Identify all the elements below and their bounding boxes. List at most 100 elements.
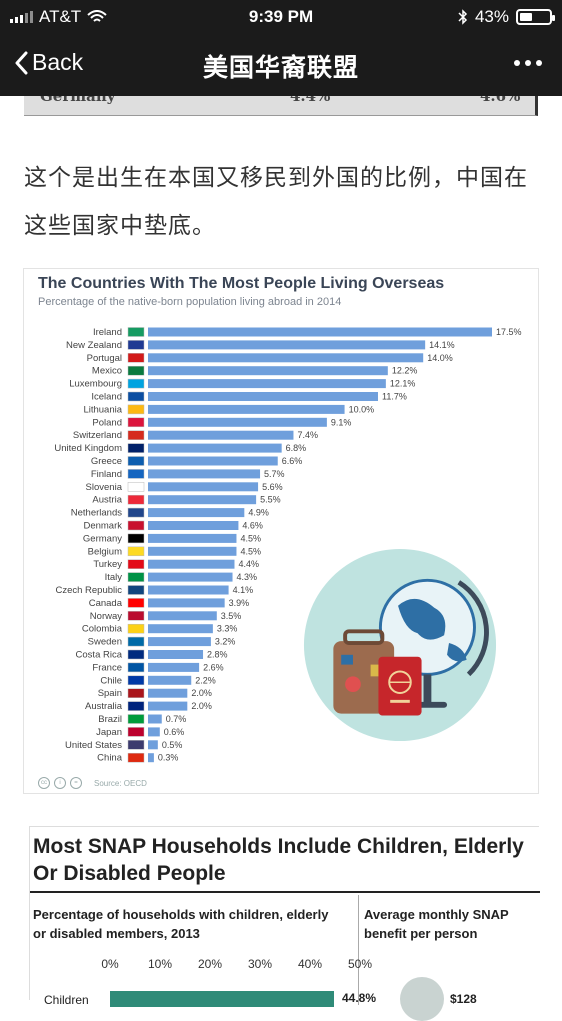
value-label-11: 5.7% — [264, 469, 285, 479]
flag-icon-16 — [127, 533, 145, 544]
flag-icon-29 — [127, 701, 145, 711]
flag-icon-4 — [127, 378, 145, 389]
flag-icon-11 — [127, 469, 145, 479]
wifi-icon — [87, 10, 107, 22]
category-label-24: Sweden — [88, 637, 122, 648]
bar-7 — [148, 417, 327, 427]
value-label-2: 14.0% — [427, 353, 453, 363]
snap-axis-ticks: 0% 10% 20% 30% 40% 50% — [100, 957, 372, 977]
bar-10 — [148, 456, 278, 466]
previous-table-fragment: Germany 4.4% 4.6% — [24, 96, 538, 116]
flag-icon-17 — [127, 546, 145, 557]
bar-4 — [148, 379, 386, 389]
flag-icon-21 — [127, 598, 145, 608]
bar-26 — [148, 662, 200, 672]
tick-label-1: 10% — [147, 957, 173, 971]
flag-icon-12 — [127, 482, 145, 492]
bar-32 — [148, 740, 158, 750]
back-label: Back — [32, 49, 84, 75]
category-label-18: Turkey — [93, 559, 122, 570]
bar-8 — [148, 430, 294, 440]
value-label-17: 4.5% — [240, 546, 261, 556]
category-label-26: France — [92, 662, 122, 673]
category-label-30: Brazil — [98, 714, 122, 725]
bar-16 — [148, 533, 237, 543]
category-label-28: Spain — [98, 688, 122, 699]
prev-row-country: Germany — [40, 96, 116, 105]
bar-11 — [148, 469, 261, 479]
back-button[interactable]: Back — [14, 49, 83, 76]
households-label: Percentage of households with children, … — [33, 907, 329, 941]
panel-divider — [358, 895, 359, 1005]
value-label-7: 9.1% — [331, 417, 352, 427]
flag-icon-10 — [127, 456, 145, 466]
category-label-25: Costa Rica — [76, 650, 123, 661]
tick-label-3: 30% — [247, 957, 273, 971]
attribution-icon: i — [54, 777, 66, 789]
value-label-32: 0.5% — [162, 740, 183, 750]
overseas-bar-chart: Ireland 17.5% New Zealand 14.1% Portugal 14.0… — [54, 327, 522, 764]
flag-icon-33 — [127, 752, 145, 763]
status-bar: AT&T 9:39 PM 43% — [0, 0, 562, 32]
battery-icon — [516, 9, 555, 25]
flag-icon-25 — [127, 649, 145, 660]
bar-13 — [148, 495, 257, 505]
category-label-32: United States — [65, 740, 122, 751]
children-bar-label: Children — [44, 993, 89, 1007]
bar-9 — [148, 443, 282, 453]
bar-6 — [148, 404, 345, 414]
value-label-10: 6.6% — [282, 456, 303, 466]
value-label-14: 4.9% — [248, 508, 269, 518]
chevron-left-icon — [15, 51, 28, 74]
category-label-10: Greece — [91, 456, 122, 467]
category-label-29: Australia — [85, 701, 123, 712]
category-label-12: Slovenia — [86, 482, 123, 493]
value-label-8: 7.4% — [297, 430, 318, 440]
flag-icon-15 — [127, 520, 145, 531]
tick-label-5: 50% — [347, 957, 373, 971]
flag-icon-0 — [127, 327, 145, 337]
flag-icon-7 — [127, 417, 145, 428]
flag-icon-13 — [127, 494, 145, 505]
value-label-26: 2.6% — [203, 662, 224, 672]
value-label-30: 0.7% — [166, 714, 187, 724]
category-label-6: Lithuania — [83, 404, 122, 415]
flag-icon-6 — [127, 404, 145, 415]
bar-30 — [148, 714, 162, 724]
chart-subtitle: Percentage of the native-born population… — [38, 296, 342, 308]
value-label-22: 3.5% — [221, 611, 242, 621]
category-label-17: Belgium — [88, 546, 122, 557]
category-label-19: Italy — [105, 572, 123, 583]
value-label-1: 14.1% — [429, 340, 455, 350]
more-dots-icon[interactable] — [514, 60, 542, 66]
flag-icon-28 — [127, 688, 145, 698]
chart-title: The Countries With The Most People Livin… — [38, 275, 445, 292]
value-label-16: 4.5% — [240, 533, 261, 543]
benefit-circle — [400, 977, 444, 1021]
value-label-20: 4.1% — [233, 585, 254, 595]
bar-17 — [148, 546, 237, 556]
flag-icon-18 — [127, 559, 145, 569]
category-label-9: United Kingdom — [54, 443, 122, 454]
flag-icon-14 — [127, 507, 145, 518]
tick-label-4: 40% — [297, 957, 323, 971]
value-label-29: 2.0% — [191, 701, 212, 711]
value-label-13: 5.5% — [260, 495, 281, 505]
clock: 9:39 PM — [248, 7, 314, 26]
battery-percent: 43% — [474, 7, 509, 26]
bar-5 — [148, 392, 378, 401]
value-label-0: 17.5% — [496, 327, 522, 337]
bar-3 — [148, 366, 388, 376]
category-label-8: Switzerland — [73, 430, 122, 441]
benefit-label: Average monthly SNAP benefit per person — [364, 907, 509, 941]
bar-27 — [148, 675, 192, 685]
bar-12 — [148, 482, 259, 492]
flag-icon-31 — [127, 727, 145, 737]
value-label-3: 12.2% — [392, 366, 418, 376]
signal-bars-icon — [10, 11, 33, 23]
category-label-5: Iceland — [91, 392, 122, 403]
flag-icon-1 — [127, 340, 145, 350]
value-label-33: 0.3% — [158, 753, 179, 763]
flag-icon-30 — [127, 714, 145, 724]
flag-icon-32 — [127, 740, 145, 750]
